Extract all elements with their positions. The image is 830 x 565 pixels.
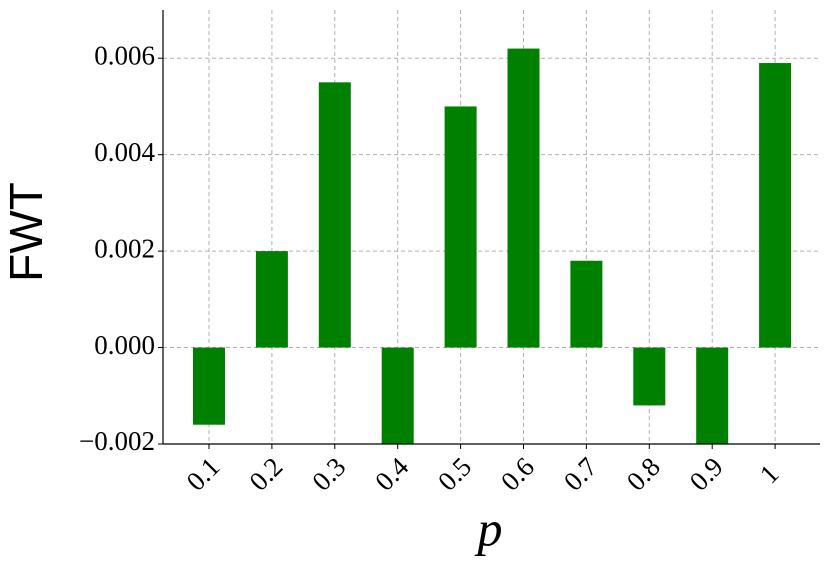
x-tick-label: 0.1 [180,451,225,496]
bar [381,347,414,444]
bar [759,63,792,348]
x-tick-label: 0.2 [243,451,288,496]
bars [193,48,792,444]
y-axis-label: FWT [0,182,52,282]
x-tick-label: 1 [754,459,785,490]
x-tick-label: 0.6 [495,451,540,496]
x-tick-label: 0.7 [558,451,603,496]
y-tick-label: 0.002 [94,233,155,263]
x-tick-label: 0.5 [432,451,477,496]
bar [193,347,225,425]
x-tick-label: 0.4 [369,451,414,496]
x-tick-label: 0.8 [621,451,666,496]
y-tick-label: 0.006 [94,40,155,70]
bar [444,106,477,348]
bar [507,48,540,348]
x-tick-label: 0.9 [684,451,729,496]
x-axis-label: p [475,500,503,556]
y-tick-label: 0.004 [94,137,155,167]
bar [696,347,729,444]
bar [633,347,666,406]
y-tick-label: −0.002 [79,426,155,456]
y-tick-label: 0.000 [94,330,155,360]
x-tick-label: 0.3 [306,451,351,496]
bar [255,251,288,348]
bar [318,82,351,348]
bar [570,260,603,348]
